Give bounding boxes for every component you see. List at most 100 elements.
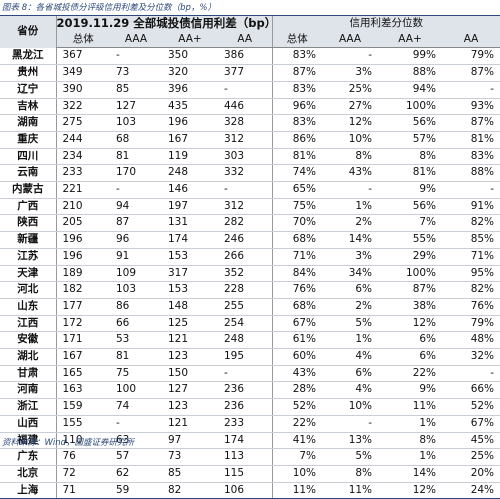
- spread-cell: 82: [162, 482, 218, 499]
- spread-cell: 113: [218, 448, 273, 466]
- spread-cell: 153: [162, 281, 218, 299]
- spread-cell: 57: [110, 448, 162, 466]
- spread-cell: 196: [55, 248, 110, 266]
- table-row: 北京 72 62 85 115 10% 8% 14% 20%: [0, 465, 500, 483]
- spread-cell: 196: [55, 231, 110, 249]
- spread-cell: 121: [162, 331, 218, 350]
- column-header: AA+: [162, 31, 218, 49]
- percentile-cell: 68%: [271, 231, 323, 249]
- percentile-cell: 86%: [271, 131, 323, 149]
- percentile-cell: 7%: [271, 448, 323, 466]
- spread-cell: 312: [218, 131, 273, 149]
- spread-cell: 167: [162, 131, 218, 149]
- percentile-cell: 6%: [378, 331, 443, 350]
- province-cell: 福建: [0, 432, 56, 450]
- percentile-cell: 83%: [442, 148, 500, 166]
- percentile-cell: 32%: [442, 348, 500, 366]
- spread-cell: 352: [218, 265, 273, 283]
- spread-cell: 165: [55, 365, 110, 383]
- column-header: 总体: [55, 31, 110, 49]
- percentile-cell: 100%: [378, 265, 443, 283]
- spread-cell: 127: [110, 98, 162, 116]
- spread-cell: 174: [218, 432, 273, 450]
- percentile-cell: 87%: [271, 64, 323, 82]
- table-row: 内蒙古 221-146-65% -9% -: [0, 181, 500, 199]
- percentile-cell: 24%: [442, 482, 500, 499]
- spread-cell: 81: [110, 148, 162, 166]
- percentile-cell: 22%: [378, 365, 443, 383]
- percentile-cell: 14%: [322, 231, 379, 249]
- table-body: 黑龙江 367-350 386 83% -99% 79% 贵州 349 73 320 377 87% 3…: [0, 47, 500, 499]
- percentile-cell: 3%: [322, 64, 379, 82]
- percentile-cell: 25%: [322, 81, 379, 99]
- percentile-cell: 12%: [378, 315, 443, 333]
- percentile-cell: 1%: [322, 331, 379, 350]
- percentile-cell: 57%: [378, 131, 443, 149]
- percentile-cell: 22%: [271, 415, 323, 433]
- spread-cell: 159: [55, 398, 110, 416]
- percentile-cell: 1%: [378, 415, 443, 433]
- spread-group-header: 2019.11.29 全部城投债信用利差（bp）: [55, 16, 273, 32]
- spread-cell: 189: [55, 265, 110, 283]
- spread-cell: 85: [162, 465, 218, 483]
- spread-cell: 87: [110, 214, 162, 233]
- percentile-cell: 83%: [271, 114, 323, 132]
- spread-cell: 196: [162, 114, 218, 132]
- province-cell: 天津: [0, 265, 56, 283]
- percentile-cell: 48%: [442, 331, 500, 350]
- percentile-cell: 56%: [378, 198, 443, 216]
- percentile-cell: 56%: [378, 114, 443, 132]
- percentile-cell: 5%: [322, 315, 379, 333]
- percentile-cell: 6%: [322, 281, 379, 299]
- province-cell: 湖北: [0, 348, 56, 366]
- spread-cell: 221: [55, 181, 110, 199]
- spread-cell: 236: [218, 398, 273, 416]
- percentile-cell: 20%: [442, 465, 500, 483]
- percentile-cell: 81%: [442, 131, 500, 149]
- spread-cell: 103: [110, 281, 162, 299]
- spread-cell: 131: [162, 214, 218, 233]
- province-cell: 吉林: [0, 98, 56, 116]
- table-row: 山西 155-121 233 22% -1% 67%: [0, 415, 500, 433]
- percentile-cell: 79%: [442, 47, 500, 66]
- table-row: 河北 182 103 153 228 76% 6% 87% 82%: [0, 281, 500, 299]
- province-cell: 云南: [0, 164, 56, 183]
- table-row: 黑龙江 367-350 386 83% -99% 79%: [0, 47, 500, 66]
- percentile-cell: 70%: [271, 214, 323, 233]
- province-cell: 河南: [0, 381, 56, 400]
- table-row: 四川 234 81 119 303 81% 8% 8% 83%: [0, 148, 500, 166]
- table-row: 吉林 322 127 435 446 96% 27% 100% 93%: [0, 98, 500, 116]
- spread-cell: 150: [162, 365, 218, 383]
- spread-cell: 435: [162, 98, 218, 116]
- spread-cell: 163: [55, 381, 110, 400]
- spread-cell: 195: [218, 348, 273, 366]
- spread-cell: 228: [218, 281, 273, 299]
- percentile-cell: 8%: [322, 148, 379, 166]
- spread-cell: -: [110, 47, 162, 66]
- province-cell: 广东: [0, 448, 56, 466]
- column-header: AA: [218, 31, 273, 49]
- province-cell: 黑龙江: [0, 47, 56, 66]
- percentile-cell: 9%: [378, 381, 443, 400]
- spread-cell: 123: [162, 398, 218, 416]
- spread-cell: 210: [55, 198, 110, 216]
- percentile-cell: 52%: [271, 398, 323, 416]
- percentile-cell: -: [442, 81, 500, 99]
- percentile-cell: -: [322, 415, 379, 433]
- province-cell: 河北: [0, 281, 56, 299]
- percentile-cell: 83%: [271, 47, 323, 66]
- spread-cell: 332: [218, 164, 273, 183]
- percentile-cell: 79%: [442, 315, 500, 333]
- table-row: 新疆 196 96 174 246 68% 14% 55% 85%: [0, 231, 500, 249]
- spread-cell: 244: [55, 131, 110, 149]
- percentile-cell: 84%: [271, 265, 323, 283]
- spread-cell: 390: [55, 81, 110, 99]
- province-cell: 湖南: [0, 114, 56, 132]
- province-cell: 陕西: [0, 214, 56, 233]
- figure-caption: 图表 8：各省城投债分评级信用利差及分位数（bp，%）: [2, 3, 216, 13]
- percentile-cell: 52%: [442, 398, 500, 416]
- table-row: 湖北 167 81 123 195 60% 4% 6% 32%: [0, 348, 500, 366]
- table-row: 河南 163 100 127 236 28% 4% 9% 66%: [0, 381, 500, 400]
- table-row: 福建 110 63 97 174 41% 13% 8% 45%: [0, 432, 500, 450]
- percentile-cell: 55%: [378, 231, 443, 249]
